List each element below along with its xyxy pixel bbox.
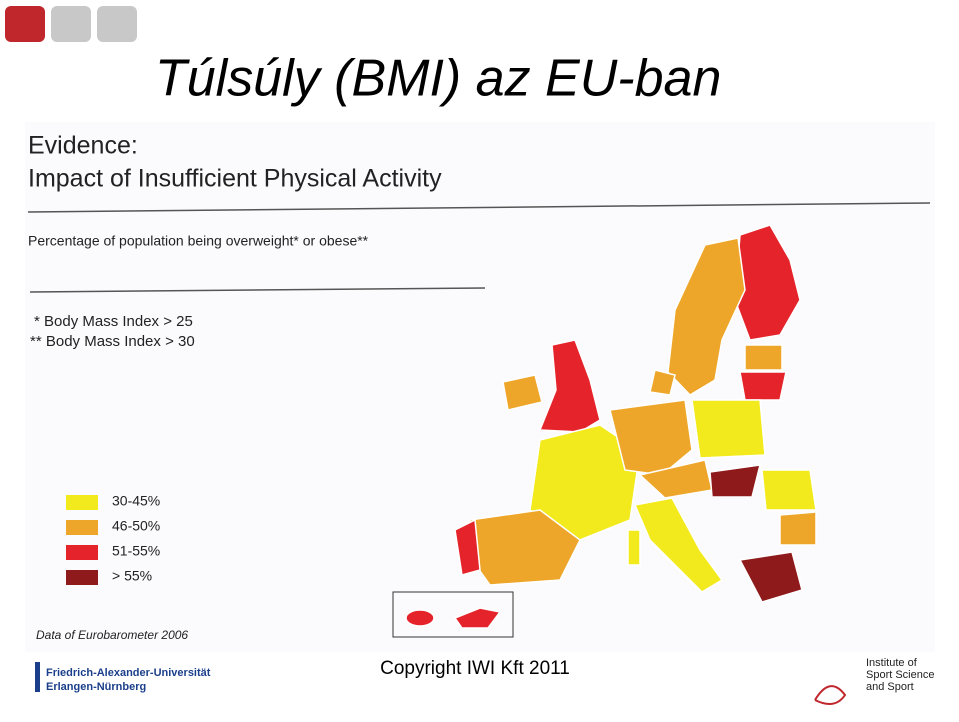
image-area	[25, 122, 935, 652]
country	[738, 551, 803, 603]
country	[761, 469, 817, 511]
image-subtitle: Percentage of population being overweigh…	[28, 233, 369, 249]
legend: 30-45% 46-50% 51-55% > 55%	[66, 493, 160, 585]
country	[529, 424, 641, 541]
legend-swatch	[66, 570, 98, 585]
country	[405, 609, 435, 627]
footer-left: Erlangen-Nürnberg	[46, 681, 146, 693]
copyright: Copyright IWI Kft 2011	[380, 658, 570, 679]
map	[392, 224, 817, 638]
country	[744, 344, 783, 371]
deco-square	[5, 6, 45, 42]
country	[538, 339, 601, 433]
footer-left: Friedrich-Alexander-Universität	[46, 667, 211, 679]
country	[627, 529, 641, 566]
legend-label: 51-55%	[112, 543, 160, 559]
image-heading: Impact of Insufficient Physical Activity	[28, 165, 442, 193]
image-heading: Evidence:	[28, 132, 138, 160]
country	[454, 518, 481, 576]
country	[709, 464, 761, 498]
legend-swatch	[66, 520, 98, 535]
rule	[27, 202, 931, 213]
legend-label: 30-45%	[112, 493, 160, 509]
note: ** Body Mass Index > 30	[30, 333, 195, 350]
country	[633, 497, 724, 593]
logo	[814, 685, 847, 705]
deco-square	[51, 6, 91, 42]
deco-square	[97, 6, 137, 42]
country	[609, 399, 693, 476]
rule	[29, 287, 486, 293]
country	[779, 511, 817, 546]
country	[667, 237, 746, 396]
legend-label: 46-50%	[112, 518, 160, 534]
country	[649, 369, 676, 396]
country	[453, 607, 502, 629]
slide-title: Túlsúly (BMI) az EU-ban	[155, 50, 721, 108]
legend-swatch	[66, 495, 98, 510]
inset-box	[392, 591, 514, 638]
source: Data of Eurobarometer 2006	[36, 628, 188, 642]
legend-swatch	[66, 545, 98, 560]
note: * Body Mass Index > 25	[34, 313, 193, 330]
logo-bar	[35, 662, 40, 692]
legend-label: > 55%	[112, 568, 152, 584]
footer-right: and Sport	[866, 681, 914, 693]
country	[691, 399, 766, 459]
footer-right: Sport Science	[866, 669, 934, 681]
footer-right: Institute of	[866, 657, 918, 669]
country	[739, 371, 787, 401]
country	[502, 374, 543, 411]
